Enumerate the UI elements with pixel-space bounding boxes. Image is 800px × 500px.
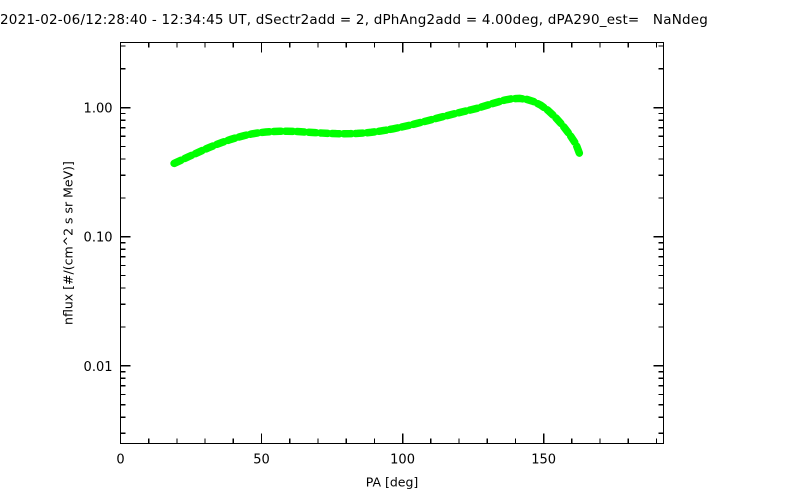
plot-title: 2021-02-06/12:28:40 - 12:34:45 UT, dSect… (0, 12, 709, 28)
y-tick-label: 1.00 (84, 102, 113, 117)
axes-group (119, 41, 665, 445)
plot-frame (119, 41, 665, 445)
y-tick-label: 0.01 (84, 360, 113, 375)
x-tick-label: 50 (253, 453, 270, 468)
x-tick-label: 0 (116, 453, 124, 468)
data-series-group (170, 94, 585, 168)
x-tick-label: 150 (531, 453, 556, 468)
y-axis-title: nflux [#/(cm^2 s sr MeV)] (61, 161, 76, 325)
y-tick-label: 0.10 (84, 231, 113, 246)
axis-labels-group: 0 50 100 150 1.00 0.10 0.01 PA [deg] nflux [#/(c… (61, 102, 557, 490)
x-axis-title: PA [deg] (366, 475, 419, 490)
x-tick-label: 100 (390, 453, 415, 468)
data-curve (170, 94, 585, 168)
